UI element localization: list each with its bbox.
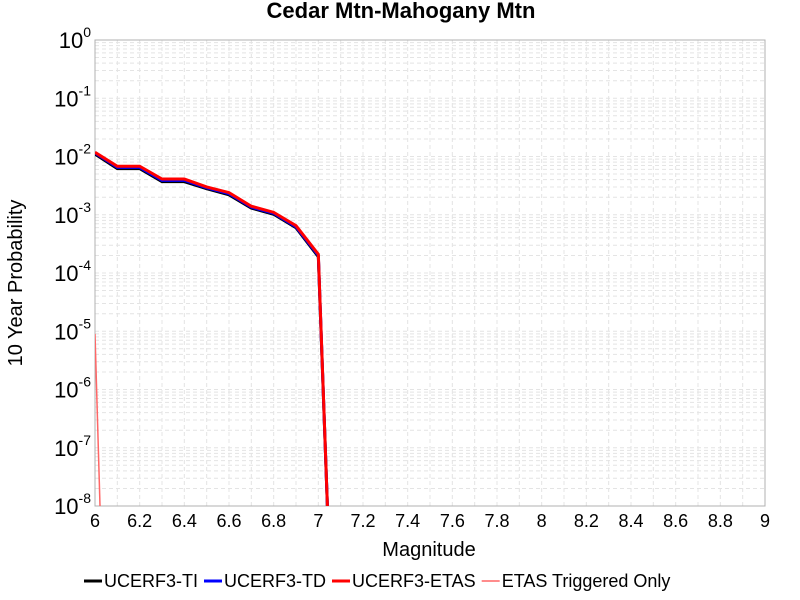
- y-tick-label: 10-6: [54, 374, 91, 403]
- y-tick-label: 100: [59, 24, 91, 53]
- svg-text:10-5: 10-5: [54, 315, 91, 344]
- y-tick-label: 10-8: [54, 490, 91, 519]
- x-axis-label: Magnitude: [382, 539, 475, 561]
- legend-label: UCERF3-TI: [104, 571, 198, 591]
- svg-text:100: 100: [59, 24, 91, 53]
- svg-text:10-1: 10-1: [54, 82, 91, 111]
- x-tick-label: 7.4: [395, 511, 420, 531]
- x-tick-label: 8: [537, 511, 547, 531]
- legend-label: UCERF3-TD: [224, 571, 326, 591]
- legend-item: UCERF3-ETAS: [332, 571, 476, 591]
- y-tick-label: 10-7: [54, 432, 91, 461]
- x-tick-label: 6.2: [127, 511, 152, 531]
- y-tick-label: 10-5: [54, 315, 91, 344]
- series-line-ucerf3-etas: [95, 151, 329, 506]
- svg-text:10-4: 10-4: [54, 257, 91, 286]
- series-line-etas-triggered-only: [95, 333, 101, 506]
- x-tick-label: 8.6: [663, 511, 688, 531]
- legend-item: UCERF3-TI: [84, 571, 198, 591]
- svg-text:10-6: 10-6: [54, 374, 91, 403]
- x-tick-label: 7.6: [440, 511, 465, 531]
- x-tick-label: 7.2: [350, 511, 375, 531]
- x-tick-label: 8.4: [618, 511, 643, 531]
- y-tick-label: 10-3: [54, 199, 91, 228]
- x-tick-label: 6.6: [216, 511, 241, 531]
- svg-text:10-7: 10-7: [54, 432, 91, 461]
- plot-frame: [94, 39, 766, 507]
- svg-text:10-8: 10-8: [54, 490, 91, 519]
- x-tick-label: 7.8: [484, 511, 509, 531]
- y-axis-ticks: 100 10-1 10-2 10-3 10-4 10-5 10-6 10-7 10-8: [54, 24, 91, 519]
- y-tick-label: 10-2: [54, 141, 91, 170]
- y-axis-label: 10 Year Probability: [5, 200, 27, 367]
- y-tick-label: 10-4: [54, 257, 91, 286]
- x-tick-label: 6.8: [261, 511, 286, 531]
- series-layer: [95, 151, 329, 506]
- x-tick-label: 8.2: [574, 511, 599, 531]
- svg-text:10-3: 10-3: [54, 199, 91, 228]
- x-axis-ticks: 6 6.2 6.4 6.6 6.8 7 7.2 7.4 7.6 7.8 8 8.2 8.4 8.6 8.8 9: [90, 511, 770, 531]
- x-tick-label: 6.4: [172, 511, 197, 531]
- legend: UCERF3-TI UCERF3-TD UCERF3-ETAS ETAS Trigge…: [84, 571, 670, 591]
- legend-item: UCERF3-TD: [204, 571, 326, 591]
- legend-label: ETAS Triggered Only: [502, 571, 671, 591]
- legend-label: UCERF3-ETAS: [352, 571, 476, 591]
- x-tick-label: 8.8: [708, 511, 733, 531]
- x-tick-label: 6: [90, 511, 100, 531]
- svg-text:10-2: 10-2: [54, 141, 91, 170]
- x-tick-label: 9: [760, 511, 770, 531]
- x-tick-label: 7: [313, 511, 323, 531]
- grid: [94, 40, 766, 507]
- chart-title: Cedar Mtn-Mahogany Mtn: [267, 0, 536, 23]
- legend-item: ETAS Triggered Only: [481, 571, 671, 591]
- y-tick-label: 10-1: [54, 82, 91, 111]
- series-line-ucerf3-ti: [95, 152, 329, 506]
